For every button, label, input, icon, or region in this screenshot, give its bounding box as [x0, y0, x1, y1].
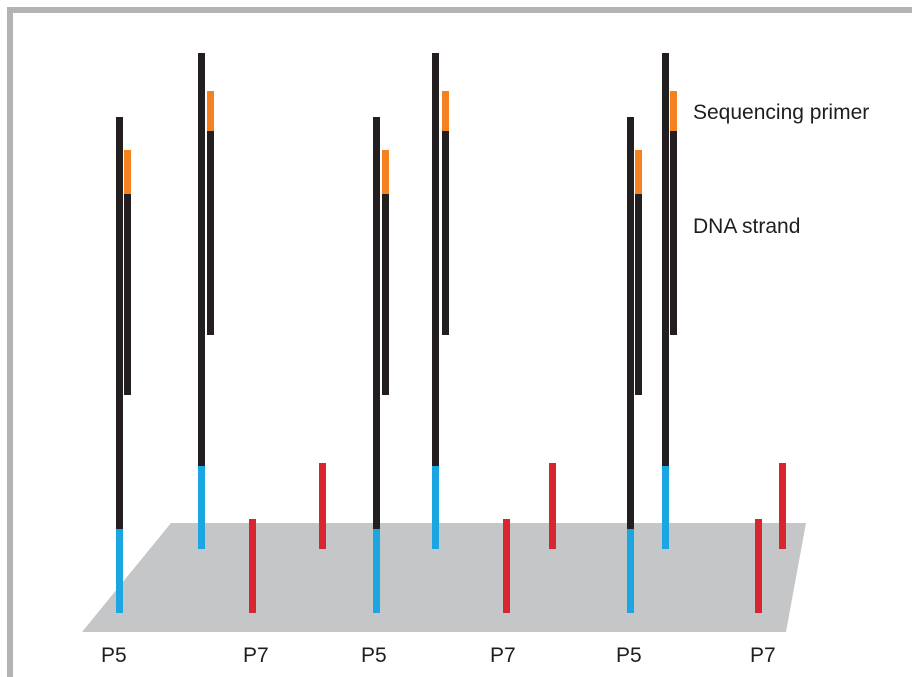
- adapter-label-p7: P7: [490, 644, 516, 667]
- dna-strand: [432, 53, 439, 466]
- dna-strand: [373, 117, 380, 529]
- complementary-dna-strand: [124, 194, 131, 395]
- dna-strand: [627, 117, 634, 529]
- adapter-label-p5: P5: [361, 644, 387, 667]
- p5-adapter: [627, 529, 634, 613]
- sequencing-primer: [124, 150, 131, 194]
- diagram-frame: [7, 7, 912, 677]
- p7-adapter: [503, 519, 510, 613]
- sequencing-primer: [382, 150, 389, 194]
- p7-adapter: [549, 463, 556, 549]
- dna-strand: [662, 53, 669, 466]
- flow-cell-surface: [82, 523, 806, 632]
- adapter-label-p5: P5: [101, 644, 127, 667]
- p7-adapter: [755, 519, 762, 613]
- dna-strand: [116, 117, 123, 529]
- complementary-dna-strand: [635, 194, 642, 395]
- adapter-label-p5: P5: [616, 644, 642, 667]
- complementary-dna-strand: [670, 131, 677, 335]
- p5-adapter: [432, 466, 439, 549]
- adapter-label-p7: P7: [750, 644, 776, 667]
- legend-label-dna-strand: DNA strand: [693, 215, 801, 238]
- dna-strand: [198, 53, 205, 466]
- sequencing-primer: [442, 91, 449, 131]
- legend-label-sequencing-primer: Sequencing primer: [693, 101, 870, 124]
- p7-adapter: [319, 463, 326, 549]
- complementary-dna-strand: [442, 131, 449, 335]
- sequencing-primer: [635, 150, 642, 194]
- sequencing-primer: [207, 91, 214, 131]
- p7-adapter: [249, 519, 256, 613]
- p7-adapter: [779, 463, 786, 549]
- p5-adapter: [198, 466, 205, 549]
- p5-adapter: [116, 529, 123, 613]
- complementary-dna-strand: [207, 131, 214, 335]
- p5-adapter: [662, 466, 669, 549]
- adapter-label-p7: P7: [243, 644, 269, 667]
- complementary-dna-strand: [382, 194, 389, 395]
- p5-adapter: [373, 529, 380, 613]
- sequencing-primer: [670, 91, 677, 131]
